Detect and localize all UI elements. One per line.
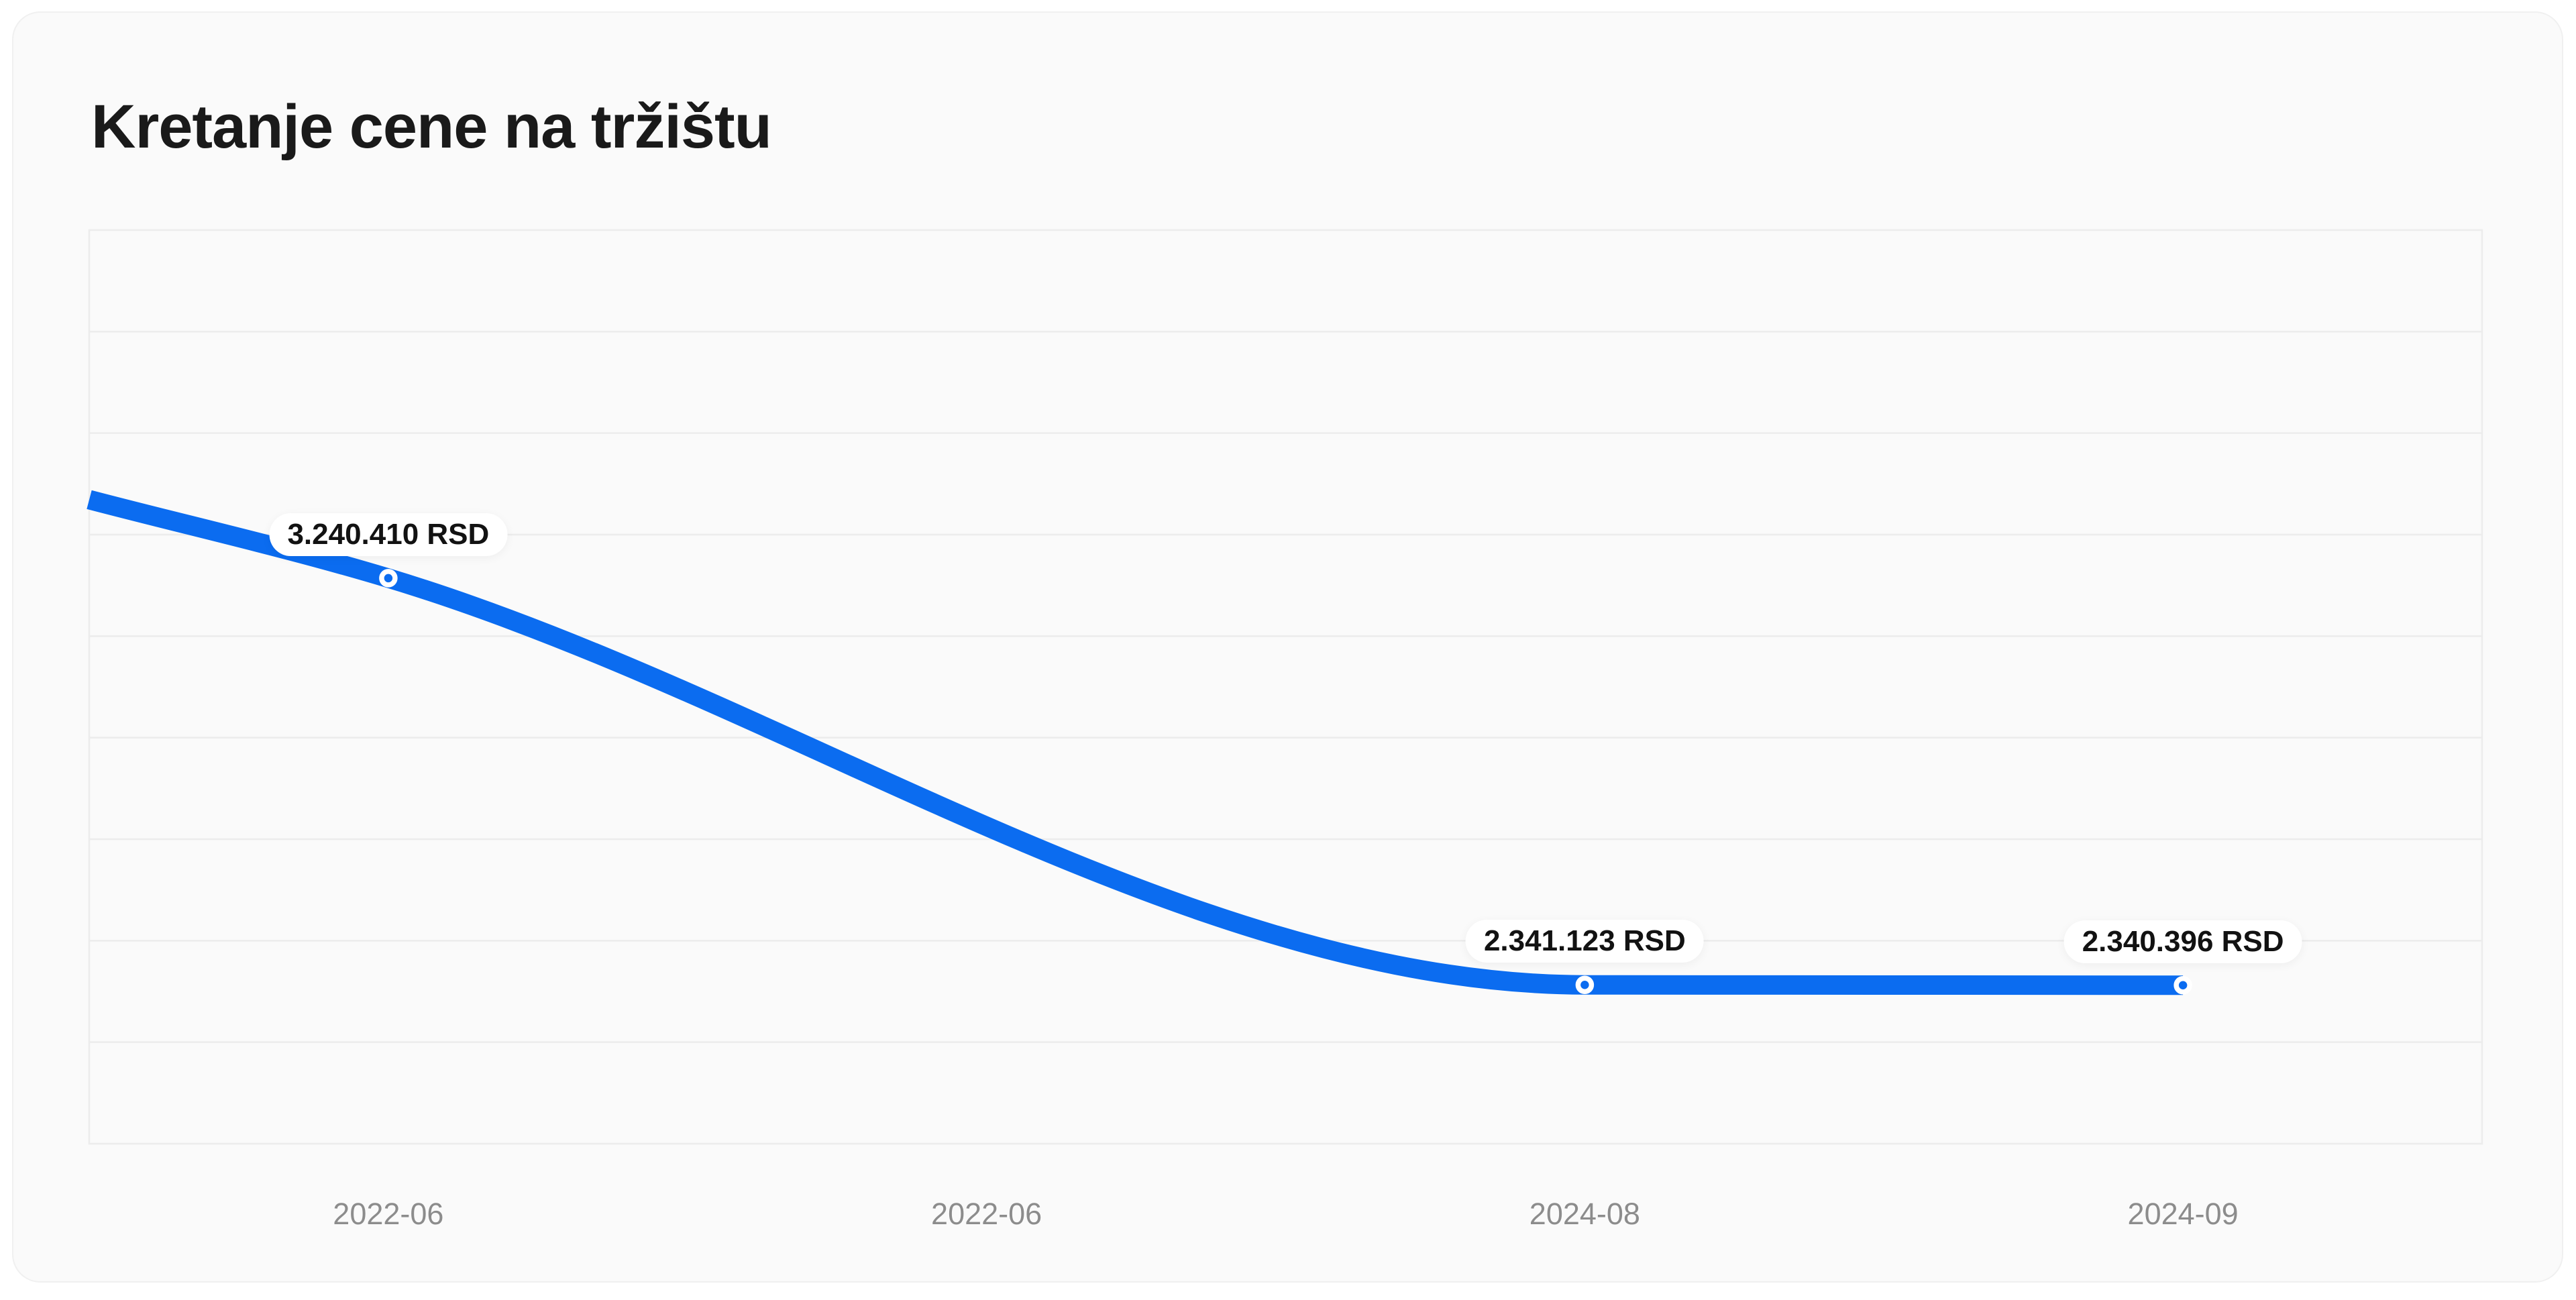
chart-title: Kretanje cene na tržištu bbox=[91, 93, 772, 161]
point-marker[interactable] bbox=[379, 569, 398, 588]
price-line[interactable] bbox=[87, 490, 2184, 995]
x-axis-tick-label: 2022-06 bbox=[931, 1197, 1042, 1231]
point-value-label: 2.340.396 RSD bbox=[2063, 920, 2302, 963]
plot-border bbox=[88, 229, 2483, 1145]
x-axis-tick-label: 2022-06 bbox=[333, 1197, 444, 1231]
point-value-label: 2.341.123 RSD bbox=[1465, 920, 1704, 963]
point-marker[interactable] bbox=[1575, 975, 1595, 995]
x-axis-tick-label: 2024-09 bbox=[2127, 1197, 2239, 1231]
x-axis-tick-label: 2024-08 bbox=[1529, 1197, 1640, 1231]
point-value-label: 3.240.410 RSD bbox=[269, 512, 508, 556]
point-marker[interactable] bbox=[2174, 975, 2192, 995]
price-chart-card bbox=[12, 11, 2563, 1283]
